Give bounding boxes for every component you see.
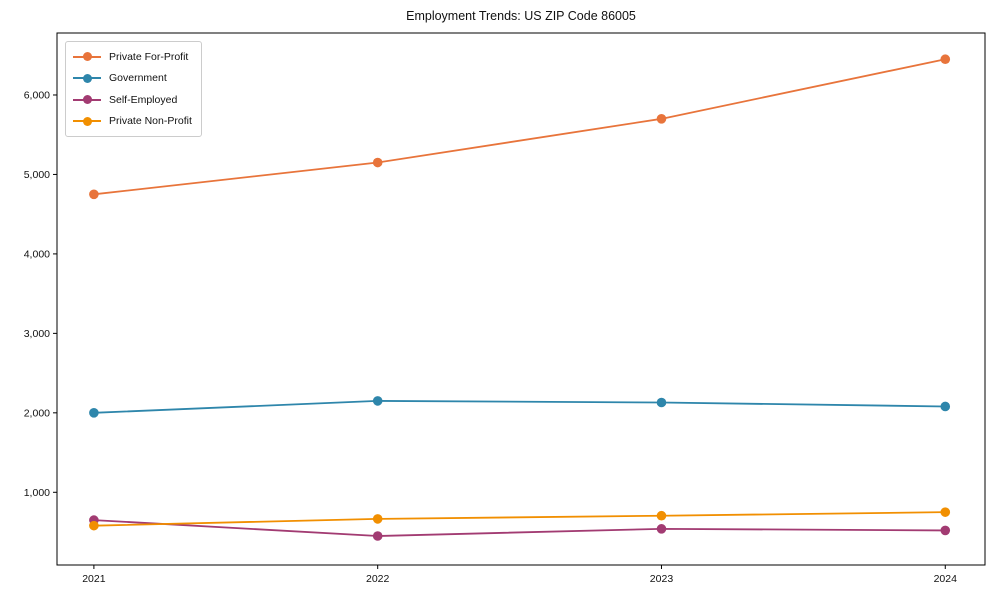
x-axis-tick-label: 2021 xyxy=(82,573,106,585)
data-point-private-non-profit xyxy=(89,520,99,531)
legend-item-label: Self-Employed xyxy=(109,93,178,106)
legend-item-label: Private Non-Profit xyxy=(109,115,192,128)
data-point-private-non-profit xyxy=(940,507,951,517)
y-axis-tick-label: 3,000 xyxy=(24,328,50,340)
x-axis-tick-label: 2022 xyxy=(366,573,390,585)
data-point-private-for-profit xyxy=(940,54,951,65)
legend-item-government: Government xyxy=(73,68,192,90)
series-line-private-non-profit xyxy=(92,511,947,527)
legend-item-self-employed: Self-Employed xyxy=(73,89,192,111)
legend-marker-icon xyxy=(73,95,101,105)
chart-title: Employment Trends: US ZIP Code 86005 xyxy=(406,9,636,23)
y-axis-tick-label: 4,000 xyxy=(24,248,50,260)
data-point-private-for-profit xyxy=(89,189,99,200)
series-line-self-employed xyxy=(92,519,947,537)
legend-item-private-for-profit: Private For-Profit xyxy=(73,46,192,68)
y-axis-tick-label: 2,000 xyxy=(24,407,50,419)
data-point-government xyxy=(89,408,99,418)
axes-frame xyxy=(56,32,986,566)
y-axis-tick-label: 1,000 xyxy=(24,487,50,499)
x-axis-tick-label: 2023 xyxy=(650,573,674,585)
legend-item-label: Government xyxy=(109,72,167,85)
legend-item-label: Private For-Profit xyxy=(109,50,189,63)
legend: Private For-Profit Government Self-Employe… xyxy=(65,41,202,137)
y-axis-tick-label: 5,000 xyxy=(24,169,50,181)
legend-marker-icon xyxy=(73,73,101,83)
y-axis-tick-label: 6,000 xyxy=(24,89,50,101)
data-point-self-employed xyxy=(940,525,951,536)
data-point-government xyxy=(940,401,951,412)
data-point-self-employed xyxy=(372,531,383,541)
series-line-private-for-profit xyxy=(92,58,947,196)
data-point-self-employed xyxy=(656,524,667,534)
data-point-government xyxy=(372,396,383,406)
legend-item-private-non-profit: Private Non-Profit xyxy=(73,111,192,133)
data-point-government xyxy=(656,397,667,408)
data-point-private-for-profit xyxy=(656,114,667,124)
data-point-private-non-profit xyxy=(372,514,383,524)
x-axis-tick-label: 2024 xyxy=(934,573,958,585)
legend-marker-icon xyxy=(73,116,101,126)
series-line-government xyxy=(92,400,947,414)
data-point-private-non-profit xyxy=(656,510,667,521)
legend-marker-icon xyxy=(73,52,101,62)
data-point-private-for-profit xyxy=(372,157,383,168)
